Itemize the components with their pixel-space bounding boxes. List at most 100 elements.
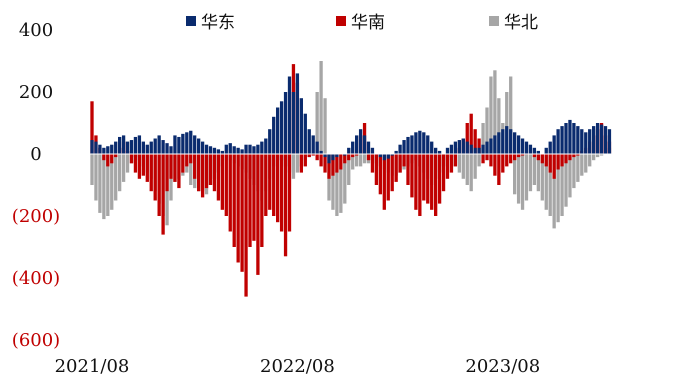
bar-huadong [311,135,315,154]
bar-huadong [177,136,181,154]
bar-huabei [339,154,343,213]
bar-huanan [509,154,513,164]
legend-label-huabei: 华北 [504,13,538,33]
legend-item-huadong: 华东 [186,8,235,33]
bar-huadong [378,154,382,158]
bar-huanan [331,154,335,176]
bar-huabei [331,154,335,210]
bar-huanan [441,154,446,192]
bar-huanan [153,154,157,201]
bar-huanan [469,113,473,154]
bar-huanan [220,154,224,210]
bar-huadong [588,129,592,154]
bar-huadong [386,154,390,159]
bar-huanan [149,154,153,192]
bar-huanan [548,154,552,173]
bar-huadong [513,132,517,154]
bar-huadong [343,154,347,156]
bar-huadong [299,98,303,154]
bar-huadong [110,144,114,154]
bar-huanan [564,154,568,164]
bar-huanan [244,154,248,297]
bar-huabei [489,76,493,154]
bar-huadong [548,141,552,154]
bar-huanan [161,154,165,235]
bar-huadong [125,141,130,154]
bar-huabei [125,154,130,173]
bar-huadong [489,138,493,154]
bar-huanan [133,154,138,173]
bar-huabei [493,70,497,154]
bar-huanan [532,154,537,158]
bar-huadong [469,144,473,154]
bar-huabei [580,154,584,176]
bar-huadong [149,141,153,154]
bar-huadong [426,135,430,154]
bar-huanan [406,154,410,185]
bar-huadong [291,92,296,154]
bar-huadong [592,126,596,154]
bar-huadong [204,144,209,154]
bar-huabei [595,154,600,158]
bar-huanan [572,154,576,158]
bar-huanan [453,154,458,167]
bar-huanan [189,154,193,164]
bar-huadong [173,135,177,154]
bar-huadong [414,132,418,154]
bar-huadong [536,150,540,154]
bar-huanan [536,154,540,161]
bar-huanan [252,154,256,241]
bar-huabei [509,76,513,154]
bar-huadong [505,126,509,154]
bar-huadong [276,107,280,154]
bar-huadong [102,147,106,154]
bar-huadong [528,144,533,154]
bar-huadong [145,144,149,154]
bar-huadong [485,141,489,154]
bar-huanan [232,154,236,247]
bar-huabei [465,154,469,185]
bar-huadong [457,140,461,154]
bar-huadong [161,140,165,154]
bar-huabei [102,154,106,220]
bar-huadong [366,141,371,154]
bar-huanan [200,154,205,198]
bar-huadong [323,154,327,158]
legend-label-huanan: 华南 [351,13,385,33]
bar-huabei [94,154,98,201]
bar-huabei [315,92,319,154]
bar-huanan [268,154,272,210]
bar-huanan [477,138,481,154]
y-tick-label: (400) [12,268,60,289]
bar-huabei [114,154,118,201]
bar-huanan [145,154,149,182]
y-tick-label: 400 [19,20,53,41]
bar-huadong [240,149,244,154]
bar-huanan [212,154,217,192]
bar-huanan [489,154,493,167]
bar-huabei [355,154,359,167]
bar-huabei [90,154,94,185]
bar-huanan [283,154,288,257]
bar-huanan [181,154,185,173]
bar-huanan [129,154,134,164]
bar-huadong [544,147,548,154]
bar-huanan [378,154,382,195]
bar-huabei [528,154,533,192]
bar-huadong [224,144,228,154]
bar-huanan [141,154,145,176]
bar-huanan [165,154,169,192]
bar-huadong [193,135,197,154]
bar-huanan [260,154,264,247]
bar-huadong [327,154,331,164]
bar-huadong [564,123,568,154]
bar-huanan [516,154,521,158]
bar-huanan [343,154,347,164]
bar-huanan [102,154,106,161]
bar-huadong [157,135,161,154]
bar-huanan [204,154,209,189]
bar-huadong [185,132,189,154]
bar-huadong [220,150,224,154]
bar-huadong [556,129,560,154]
bar-huadong [118,136,122,154]
